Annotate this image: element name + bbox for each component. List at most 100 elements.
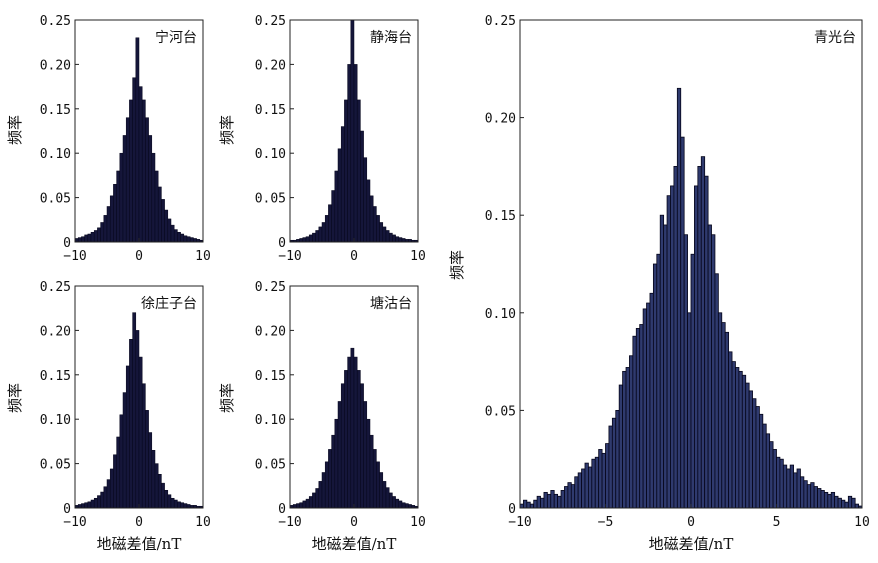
x-axis-label: 地磁差值/nT bbox=[97, 535, 182, 553]
bar bbox=[810, 482, 815, 509]
bar bbox=[656, 253, 661, 509]
x-axis-label: 地磁差值/nT bbox=[312, 535, 397, 553]
bar bbox=[113, 184, 117, 243]
bar bbox=[312, 492, 316, 509]
bar bbox=[173, 499, 178, 509]
bar bbox=[632, 335, 637, 509]
bar bbox=[305, 236, 310, 243]
bar bbox=[363, 157, 368, 243]
bar bbox=[759, 413, 764, 509]
bar bbox=[673, 165, 678, 509]
y-axis-label: 频率 bbox=[6, 383, 24, 413]
bar bbox=[629, 355, 634, 509]
y-tick-label: 0.25 bbox=[40, 280, 71, 295]
station-label: 宁河台 bbox=[155, 29, 197, 46]
y-tick-label: 0.15 bbox=[255, 369, 286, 384]
bar bbox=[398, 237, 403, 243]
bar bbox=[837, 497, 842, 509]
bar bbox=[385, 230, 390, 243]
y-tick-label: 0.20 bbox=[40, 58, 71, 73]
bar bbox=[151, 152, 156, 243]
bar bbox=[782, 464, 788, 509]
bar bbox=[526, 501, 531, 509]
bar bbox=[366, 418, 371, 509]
bar bbox=[132, 312, 137, 509]
y-tick-label: 0.05 bbox=[40, 192, 71, 207]
bar bbox=[109, 468, 114, 509]
bar bbox=[385, 487, 390, 509]
bar bbox=[574, 476, 579, 509]
bar bbox=[567, 482, 572, 509]
bar bbox=[392, 234, 396, 243]
bar bbox=[100, 222, 105, 243]
bar bbox=[122, 392, 127, 509]
bar bbox=[106, 479, 111, 509]
bar bbox=[707, 224, 712, 509]
bar bbox=[328, 449, 332, 509]
bar bbox=[786, 468, 791, 509]
bar bbox=[353, 356, 358, 509]
bar bbox=[183, 503, 188, 509]
bar bbox=[642, 308, 647, 509]
bar bbox=[135, 330, 140, 509]
bar bbox=[360, 383, 364, 509]
bar bbox=[103, 215, 108, 243]
y-tick-label: 0.20 bbox=[485, 112, 516, 127]
bar bbox=[347, 356, 352, 509]
bar bbox=[663, 224, 668, 509]
bar bbox=[854, 503, 859, 509]
bar bbox=[337, 401, 342, 509]
bar bbox=[366, 179, 371, 243]
bar bbox=[141, 383, 146, 509]
panel-5: 0 0.05 0.10 0.15 0.20 0.25 −10 −5 0 5 10 青光台频率地磁差值/… bbox=[448, 14, 870, 553]
bar bbox=[803, 480, 808, 509]
station-label: 徐庄子台 bbox=[141, 295, 197, 312]
bar bbox=[125, 365, 130, 509]
bar bbox=[315, 230, 320, 243]
bar bbox=[138, 86, 143, 243]
bar bbox=[752, 398, 757, 509]
bar bbox=[308, 234, 313, 243]
bar bbox=[700, 156, 706, 509]
bar bbox=[382, 226, 387, 243]
x-tick-label: 0 bbox=[135, 249, 143, 264]
bar bbox=[305, 498, 310, 509]
x-tick-label: −10 bbox=[278, 515, 301, 530]
bar bbox=[113, 454, 117, 509]
bar bbox=[145, 410, 149, 509]
bar bbox=[680, 136, 685, 509]
station-label: 青光台 bbox=[814, 30, 856, 46]
bar bbox=[376, 215, 380, 243]
bar bbox=[560, 490, 565, 509]
bar bbox=[129, 99, 133, 243]
bar bbox=[830, 491, 836, 509]
x-tick-label: 10 bbox=[195, 515, 211, 530]
y-tick-label: 0.05 bbox=[255, 458, 286, 473]
bar bbox=[170, 497, 175, 509]
bar bbox=[119, 414, 124, 509]
bar bbox=[97, 227, 101, 243]
y-tick-label: 0 bbox=[63, 236, 71, 251]
bar bbox=[129, 339, 133, 509]
bar bbox=[820, 490, 825, 509]
bar bbox=[84, 234, 89, 243]
bar bbox=[755, 406, 760, 509]
bar bbox=[350, 347, 355, 509]
bar bbox=[611, 417, 617, 509]
bar bbox=[369, 434, 374, 509]
x-tick-label: 10 bbox=[410, 515, 426, 530]
bar bbox=[180, 502, 185, 509]
bar bbox=[806, 484, 812, 509]
y-tick-label: 0.15 bbox=[255, 103, 286, 118]
bar bbox=[543, 491, 548, 509]
bar bbox=[388, 232, 393, 243]
bar bbox=[748, 390, 753, 509]
bar bbox=[844, 501, 849, 509]
bar bbox=[376, 461, 380, 509]
bar bbox=[382, 481, 387, 509]
bar bbox=[109, 195, 114, 243]
bar bbox=[745, 382, 750, 509]
bar bbox=[103, 486, 108, 509]
y-tick-label: 0.25 bbox=[40, 14, 71, 29]
